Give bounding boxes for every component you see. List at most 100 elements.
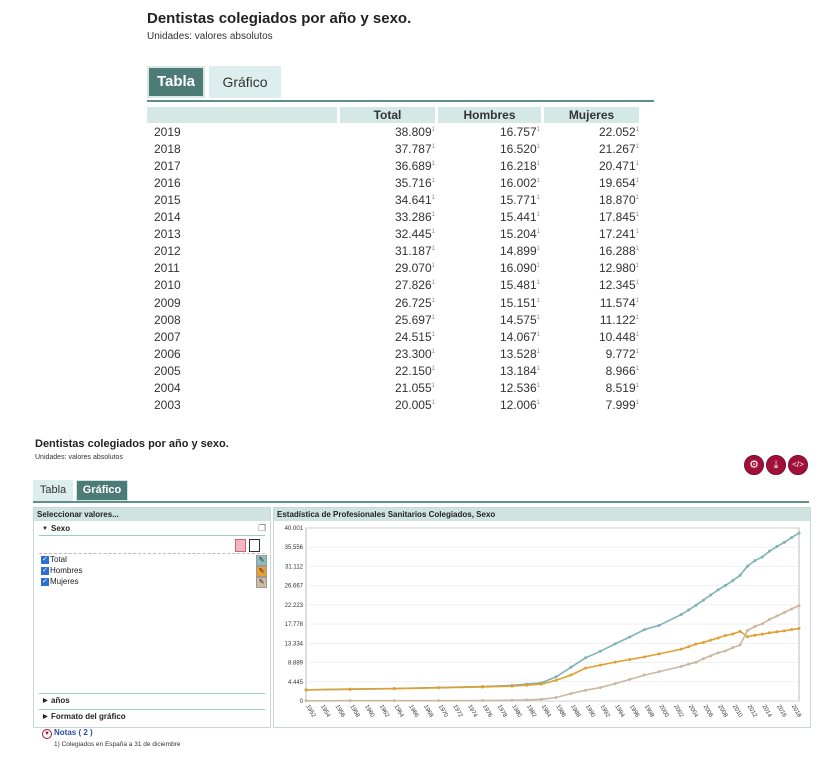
footnote-marker[interactable]: 1: [536, 280, 540, 287]
notes-toggle[interactable]: ▼ Notas ( 2 ): [42, 728, 93, 739]
footnote-marker[interactable]: 1: [431, 144, 435, 151]
x-tick-label: 2014: [760, 704, 772, 719]
download-icon[interactable]: ⤓: [766, 455, 786, 475]
footnote-marker[interactable]: 1: [536, 229, 540, 236]
pencil-icon[interactable]: ✎: [256, 555, 267, 566]
footnote-marker[interactable]: 1: [536, 399, 540, 406]
row-year: 2007: [154, 329, 181, 344]
footnote-marker[interactable]: 1: [635, 212, 639, 219]
footnote-marker[interactable]: 1: [536, 365, 540, 372]
footnote-marker[interactable]: 1: [536, 314, 540, 321]
checkbox-mujeres[interactable]: ✓ Mujeres: [41, 577, 78, 587]
tab-tabla-2[interactable]: Tabla: [33, 480, 73, 501]
data-point: [539, 697, 543, 701]
footnote-marker[interactable]: 1: [431, 263, 435, 270]
footnote-marker[interactable]: 1: [431, 348, 435, 355]
x-tick-label: 2012: [746, 704, 758, 719]
data-point: [716, 651, 720, 655]
footnote-marker[interactable]: 1: [431, 195, 435, 202]
footnote-marker[interactable]: 1: [635, 263, 639, 270]
cell-hombres: 12.0061: [499, 397, 540, 412]
footnote-marker[interactable]: 1: [431, 212, 435, 219]
footnote-marker[interactable]: 1: [635, 246, 639, 253]
footnote-marker[interactable]: 1: [431, 314, 435, 321]
footnote-marker[interactable]: 1: [635, 365, 639, 372]
pencil-icon[interactable]: ✎: [256, 577, 267, 588]
cell-mujeres: 8.9661: [605, 363, 639, 378]
footnote-marker[interactable]: 1: [635, 348, 639, 355]
footnote-marker[interactable]: 1: [536, 246, 540, 253]
footnote-marker[interactable]: 1: [635, 297, 639, 304]
footnote-marker[interactable]: 1: [635, 229, 639, 236]
footnote-marker[interactable]: 1: [536, 127, 540, 133]
data-point: [738, 573, 742, 577]
cell-total: 26.7251: [394, 295, 435, 310]
footnote-marker[interactable]: 1: [635, 127, 639, 133]
data-point: [790, 536, 794, 540]
settings-icon[interactable]: ⚙: [744, 455, 764, 475]
plot-area: [305, 527, 800, 702]
data-point: [790, 628, 794, 632]
footnote-marker[interactable]: 1: [431, 382, 435, 389]
cell-hombres: 14.5751: [499, 312, 540, 327]
tab-grafico-2[interactable]: Gráfico: [76, 480, 128, 501]
footnote-marker[interactable]: 1: [635, 161, 639, 168]
footnote-marker[interactable]: 1: [536, 161, 540, 168]
footnote-marker[interactable]: 1: [536, 348, 540, 355]
select-all-icon[interactable]: [235, 539, 246, 552]
footnote-marker[interactable]: 1: [536, 331, 540, 338]
footnote-marker[interactable]: 1: [431, 365, 435, 372]
formato-section-toggle[interactable]: ▶ Formato del gráfico: [39, 709, 265, 723]
footnote-marker[interactable]: 1: [536, 195, 540, 202]
data-point: [701, 657, 705, 661]
sexo-section-toggle[interactable]: ▼ Sexo: [39, 522, 265, 536]
pencil-icon[interactable]: ✎: [256, 566, 267, 577]
footnote-marker[interactable]: 1: [536, 144, 540, 151]
data-point: [694, 660, 698, 664]
cell-hombres: 16.0901: [499, 261, 540, 276]
footnote-marker[interactable]: 1: [635, 280, 639, 287]
footnote-marker[interactable]: 1: [536, 297, 540, 304]
copy-icon[interactable]: ❐: [258, 523, 267, 533]
footnote-marker[interactable]: 1: [431, 246, 435, 253]
footnote-marker[interactable]: 1: [635, 314, 639, 321]
footnote-marker[interactable]: 1: [536, 212, 540, 219]
deselect-all-icon[interactable]: [249, 539, 260, 552]
footnote-marker[interactable]: 1: [635, 178, 639, 185]
data-point: [657, 623, 661, 627]
table-row: 2006 23.3001 13.5281 9.7721: [147, 347, 654, 364]
footnote-marker[interactable]: 1: [536, 382, 540, 389]
x-tick-label: 1952: [304, 704, 316, 719]
data-point: [687, 662, 691, 666]
footnote-marker[interactable]: 1: [431, 178, 435, 185]
footnote-marker[interactable]: 1: [635, 331, 639, 338]
footnote-marker[interactable]: 1: [431, 127, 435, 133]
checkbox-total[interactable]: ✓ Total: [41, 555, 67, 565]
checkbox-checked-icon: ✓: [41, 566, 49, 575]
footnote-marker[interactable]: 1: [536, 263, 540, 270]
footnote-marker[interactable]: 1: [431, 331, 435, 338]
checkbox-hombres[interactable]: ✓ Hombres: [41, 566, 82, 576]
footnote-marker[interactable]: 1: [431, 161, 435, 168]
embed-icon[interactable]: </>: [788, 455, 808, 475]
tab-grafico[interactable]: Gráfico: [209, 66, 281, 98]
footnote-marker[interactable]: 1: [431, 280, 435, 287]
footnote-marker[interactable]: 1: [536, 178, 540, 185]
footnote-marker[interactable]: 1: [431, 297, 435, 304]
cell-total: 29.0701: [394, 261, 435, 276]
footnote-marker[interactable]: 1: [635, 195, 639, 202]
x-tick-label: 1994: [613, 704, 625, 719]
table-row: 2013 32.4451 15.2041 17.2411: [147, 227, 654, 244]
footnote-marker[interactable]: 1: [635, 399, 639, 406]
footnote-marker[interactable]: 1: [635, 144, 639, 151]
x-tick-label: 2004: [687, 704, 699, 719]
footnote-marker[interactable]: 1: [635, 382, 639, 389]
data-point: [569, 692, 573, 696]
data-point: [753, 559, 757, 563]
footnote-marker[interactable]: 1: [431, 399, 435, 406]
anos-section-toggle[interactable]: ▶ años: [39, 693, 265, 707]
footnote-marker[interactable]: 1: [431, 229, 435, 236]
data-point: [709, 638, 713, 642]
tab-tabla[interactable]: Tabla: [147, 66, 205, 98]
row-year: 2018: [154, 142, 181, 157]
